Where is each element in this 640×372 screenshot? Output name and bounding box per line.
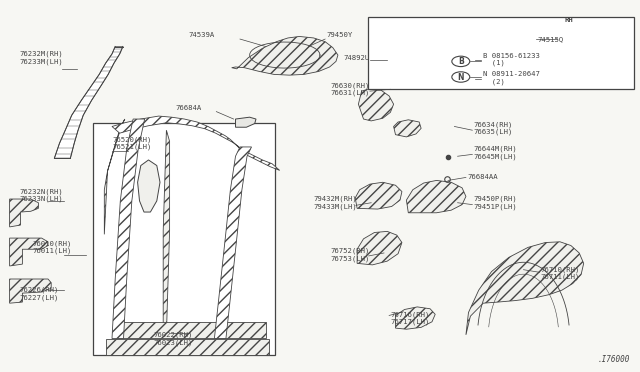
Polygon shape [396,307,435,329]
Polygon shape [10,238,48,266]
Text: 76010(RH)
76011(LH): 76010(RH) 76011(LH) [32,240,72,254]
Polygon shape [112,119,145,339]
Text: 74539A: 74539A [188,32,214,38]
Polygon shape [406,180,466,213]
Polygon shape [355,182,402,209]
Polygon shape [358,89,394,121]
Text: 76232M(RH)
76233M(LH): 76232M(RH) 76233M(LH) [19,51,63,65]
Text: 76226(RH)
76227(LH): 76226(RH) 76227(LH) [19,287,59,301]
Polygon shape [376,46,403,70]
Polygon shape [357,231,402,265]
Text: .I76000: .I76000 [598,355,630,364]
Polygon shape [547,34,594,53]
Text: 76752(RH)
76753(LH): 76752(RH) 76753(LH) [330,248,370,262]
Text: 74892U: 74892U [344,55,370,61]
Polygon shape [394,120,421,137]
Text: 76644M(RH)
76645M(LH): 76644M(RH) 76645M(LH) [474,145,517,160]
Text: 76684A: 76684A [175,105,202,111]
Polygon shape [10,199,38,227]
Text: RH: RH [564,17,573,23]
Text: 76634(RH)
76635(LH): 76634(RH) 76635(LH) [474,121,513,135]
Text: 76684AA: 76684AA [467,174,498,180]
Text: 76022(RH)
76023(LH): 76022(RH) 76023(LH) [154,331,193,346]
FancyBboxPatch shape [93,123,275,355]
Polygon shape [117,322,266,338]
Polygon shape [232,36,338,75]
Polygon shape [214,147,252,339]
FancyBboxPatch shape [368,17,634,89]
Polygon shape [104,119,125,234]
Text: 79450Y: 79450Y [326,32,353,38]
Polygon shape [466,242,584,335]
Text: 79432M(RH)
79433M(LH): 79432M(RH) 79433M(LH) [314,196,357,210]
Polygon shape [106,339,269,355]
Text: 76630(RH)
76631(LH): 76630(RH) 76631(LH) [330,82,370,96]
Polygon shape [10,279,51,303]
Polygon shape [138,160,160,212]
Text: 79450P(RH)
79451P(LH): 79450P(RH) 79451P(LH) [474,196,517,210]
Polygon shape [163,130,170,335]
Polygon shape [54,46,123,158]
Polygon shape [236,117,256,127]
Text: 76520(RH)
76521(LH): 76520(RH) 76521(LH) [112,136,152,150]
Text: 76716(RH)
76717(LH): 76716(RH) 76717(LH) [390,311,430,325]
Text: N 08911-20647
  (2): N 08911-20647 (2) [483,71,540,85]
Polygon shape [442,64,460,79]
Polygon shape [112,116,280,170]
Text: 76710(RH)
76711(LH): 76710(RH) 76711(LH) [541,266,580,280]
Text: 76232N(RH)
76233N(LH): 76232N(RH) 76233N(LH) [19,188,63,202]
Text: N: N [458,73,464,81]
Text: 74515Q: 74515Q [538,36,564,42]
Text: B 08156-61233
  (1): B 08156-61233 (1) [483,53,540,66]
Text: B: B [458,57,463,66]
